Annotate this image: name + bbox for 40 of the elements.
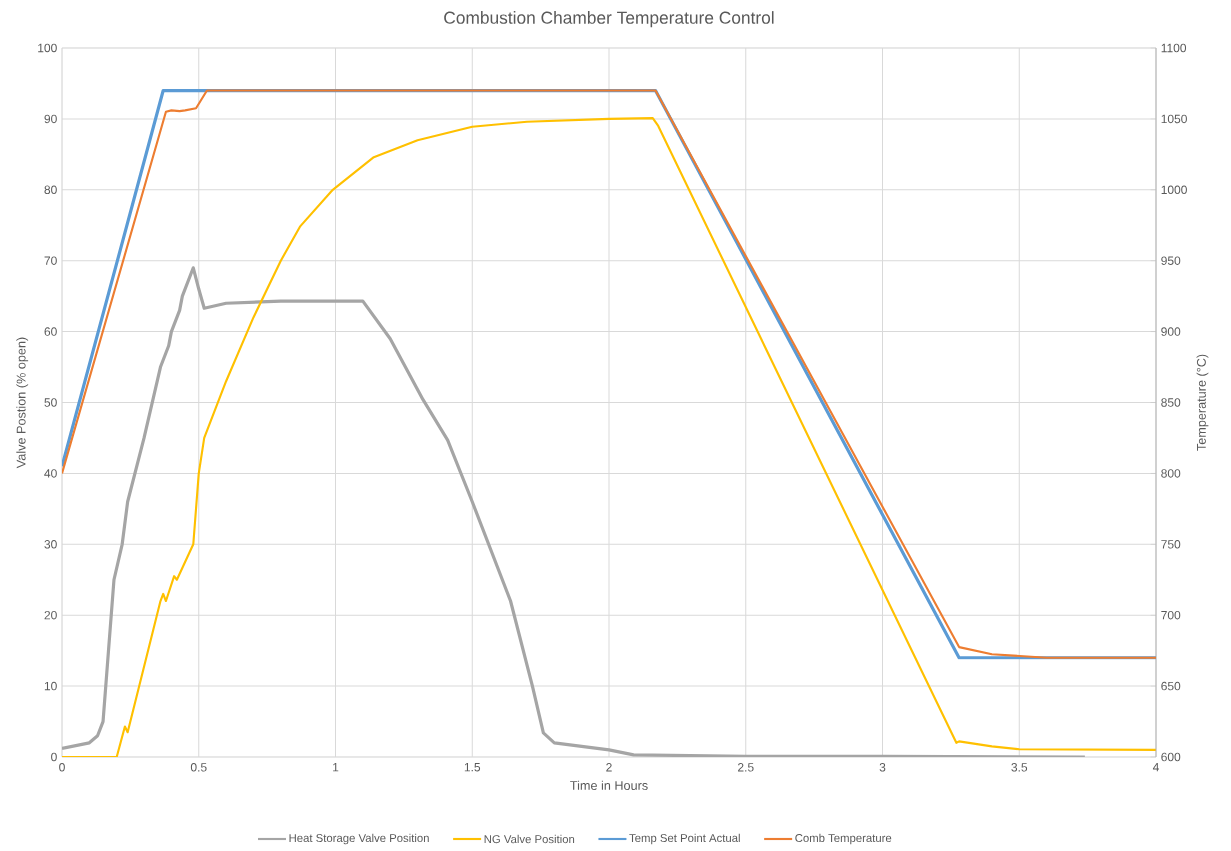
x-tick-label: 1	[333, 763, 339, 772]
legend-label: Temp Set Point Actual	[629, 833, 740, 845]
y2-tick-label: 600	[1161, 752, 1181, 762]
x-tick-label: 1.5	[464, 763, 481, 772]
x-tick-label: 0	[59, 763, 65, 772]
y2-tick-label: 1050	[1161, 114, 1187, 124]
chart-title: Combustion Chamber Temperature Control	[444, 11, 774, 28]
legend-label: Comb Temperature	[795, 833, 892, 845]
y-tick-label: 100	[38, 43, 57, 53]
y-tick-label: 50	[44, 398, 57, 407]
y2-tick-label: 750	[1161, 540, 1181, 549]
x-tick-label: 3	[879, 763, 886, 772]
x-tick-label: 4	[1152, 763, 1159, 772]
y-tick-label: 60	[44, 327, 57, 336]
y-axis-title: Valve Postion (% open)	[16, 337, 29, 469]
x-tick-label: 0.5	[190, 763, 207, 772]
y2-tick-label: 700	[1161, 610, 1181, 620]
y-tick-label: 40	[44, 469, 57, 478]
x-tick-label: 3.5	[1011, 763, 1028, 772]
y-tick-label: 70	[44, 256, 57, 265]
y-tick-label: 30	[44, 540, 57, 549]
y-tick-label: 0	[51, 752, 57, 762]
y2-tick-label: 1100	[1161, 43, 1187, 53]
y2-tick-label: 650	[1161, 681, 1181, 691]
y-tick-label: 90	[44, 114, 57, 124]
x-tick-label: 2.5	[738, 763, 754, 772]
y2-tick-label: 900	[1161, 327, 1181, 336]
y2-tick-label: 800	[1161, 469, 1181, 478]
x-axis-title: Time in Hours	[570, 780, 648, 790]
y-tick-label: 20	[44, 610, 57, 620]
y2-axis-title: Temperature (°C)	[1196, 354, 1209, 451]
legend-label: Heat Storage Valve Position	[289, 833, 429, 845]
line-series	[62, 117, 1157, 757]
y2-tick-label: 850	[1161, 398, 1181, 407]
y-tick-label: 80	[44, 185, 57, 195]
y2-tick-label: 1000	[1161, 185, 1187, 195]
y2-tick-label: 950	[1161, 256, 1181, 265]
legend-label: NG Valve Position	[484, 834, 575, 844]
y-tick-label: 10	[44, 681, 57, 691]
x-tick-label: 2	[606, 763, 612, 772]
